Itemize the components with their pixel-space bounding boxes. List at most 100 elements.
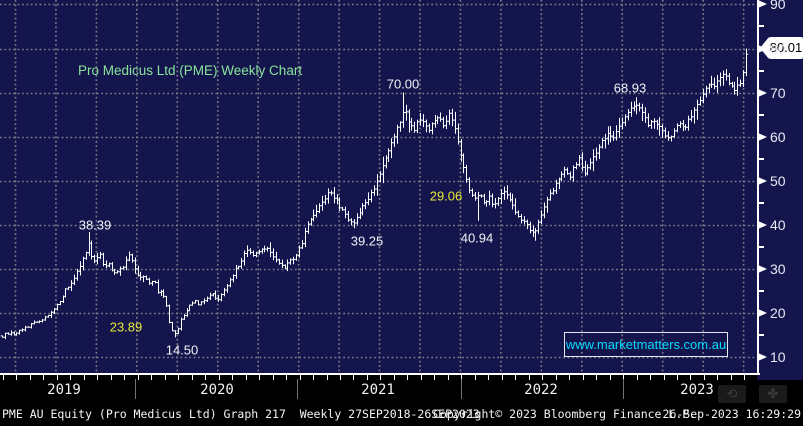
price-tick-minor <box>757 69 764 72</box>
chart-plot-area[interactable]: Pro Medicus Ltd (PME) Weekly Chart 38.39… <box>0 0 757 374</box>
price-tick-minor <box>757 245 764 248</box>
month-tick <box>501 375 503 380</box>
month-tick <box>191 375 193 380</box>
year-label: 2019 <box>47 382 81 398</box>
month-tick <box>83 375 85 380</box>
price-tick-minor <box>757 113 764 116</box>
price-annotation: 70.00 <box>386 76 420 92</box>
price-tick-minor <box>757 201 764 204</box>
year-separator <box>623 379 624 399</box>
month-tick <box>29 375 31 380</box>
time-axis-line <box>0 373 760 375</box>
month-tick <box>259 375 261 380</box>
month-tick <box>636 375 638 380</box>
month-tick <box>232 375 234 380</box>
price-tick-label: 60 <box>770 128 786 145</box>
price-tick-arrow <box>758 88 767 97</box>
price-annotation: 39.25 <box>350 233 384 249</box>
watermark-link[interactable]: www.marketmatters.com.au <box>564 332 728 357</box>
price-tick-minor <box>757 157 764 160</box>
year-label: 2022 <box>524 382 558 398</box>
month-tick <box>663 375 665 380</box>
month-tick <box>380 375 382 380</box>
year-separator <box>297 379 298 399</box>
month-tick <box>488 375 490 380</box>
month-tick <box>70 375 72 380</box>
month-tick <box>97 375 99 380</box>
month-tick <box>690 375 692 380</box>
month-tick <box>609 375 611 380</box>
month-tick <box>717 375 719 380</box>
month-tick <box>178 375 180 380</box>
ohlc-series <box>0 48 749 340</box>
security-description: PME AU Equity (Pro Medicus Ltd) Graph 21… <box>2 407 480 421</box>
price-tick-arrow <box>758 132 767 141</box>
month-tick <box>353 375 355 380</box>
year-label: 2023 <box>680 382 714 398</box>
price-annotation: 38.39 <box>78 217 112 233</box>
month-tick <box>650 375 652 380</box>
month-tick <box>124 375 126 380</box>
month-tick <box>3 375 4 380</box>
price-tick-label: 20 <box>770 305 786 322</box>
month-tick <box>623 375 625 380</box>
price-tick-arrow <box>758 176 767 185</box>
month-tick <box>43 375 45 380</box>
copyright-notice: Copyright© 2023 Bloomberg Finance L.P. <box>433 407 697 421</box>
month-tick <box>245 375 247 380</box>
month-tick <box>110 375 112 380</box>
chart-title: Pro Medicus Ltd (PME) Weekly Chart <box>78 63 303 78</box>
price-annotation: 68.93 <box>613 80 647 96</box>
price-annotation: 29.06 <box>429 188 463 204</box>
month-tick <box>542 375 544 380</box>
price-tick-label: 40 <box>770 216 786 233</box>
price-tick-label: 30 <box>770 261 786 278</box>
month-tick <box>286 375 288 380</box>
price-tick-arrow <box>758 265 767 274</box>
month-tick <box>677 375 678 380</box>
month-tick <box>393 375 395 380</box>
month-tick <box>515 375 517 380</box>
price-annotation: 40.94 <box>460 230 494 246</box>
month-tick <box>582 375 584 380</box>
price-tick-label: 90 <box>770 0 786 13</box>
ohlc-chart-canvas <box>0 0 757 374</box>
month-tick <box>340 375 341 380</box>
price-tick-arrow <box>758 44 767 53</box>
year-separator <box>135 379 136 399</box>
year-label: 2020 <box>200 382 234 398</box>
month-tick <box>461 375 463 380</box>
month-tick <box>569 375 571 380</box>
month-tick <box>218 375 220 380</box>
month-tick <box>596 375 598 380</box>
month-tick <box>434 375 436 380</box>
year-label: 2021 <box>361 382 395 398</box>
price-tick-label: 70 <box>770 84 786 101</box>
price-tick-arrow <box>758 353 767 362</box>
price-tick-minor <box>757 25 764 28</box>
price-tick-minor <box>757 334 764 337</box>
price-annotation: 14.50 <box>165 342 199 358</box>
price-tick-label: 80 <box>770 40 786 57</box>
month-tick <box>474 375 476 380</box>
flower-icon[interactable]: ✤ <box>759 385 787 403</box>
month-tick <box>313 375 315 380</box>
price-axis-line <box>757 0 759 375</box>
last-price-tag: 80.01 <box>769 37 803 59</box>
month-tick <box>137 375 139 380</box>
timestamp: 26-Sep-2023 16:29:29 <box>662 407 801 421</box>
month-tick <box>420 375 422 380</box>
month-tick <box>730 375 732 380</box>
price-tick-label: 10 <box>770 349 786 366</box>
month-tick <box>326 375 328 380</box>
price-tick-arrow <box>758 0 767 9</box>
price-tick-arrow <box>758 220 767 229</box>
month-tick <box>299 375 301 380</box>
price-annotation: 23.89 <box>109 319 143 335</box>
month-tick <box>56 375 58 380</box>
price-tick-minor <box>757 290 764 293</box>
recycle-icon[interactable]: ⟲ <box>718 385 746 403</box>
month-tick <box>164 375 166 380</box>
month-tick <box>205 375 207 380</box>
